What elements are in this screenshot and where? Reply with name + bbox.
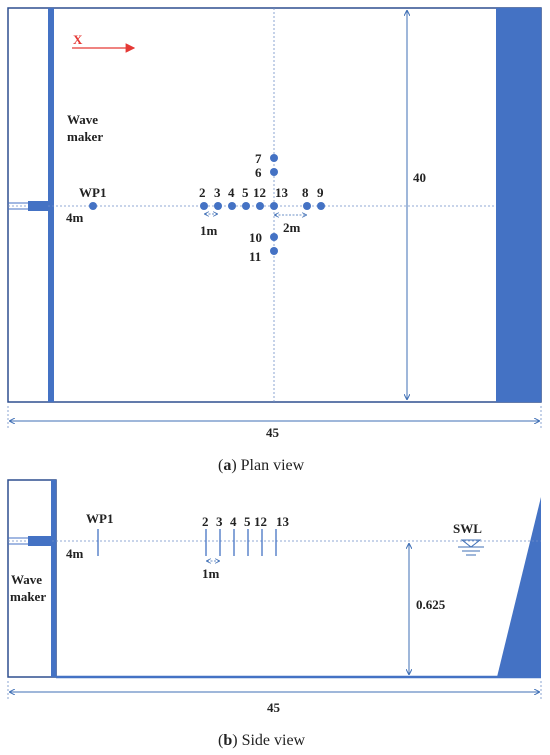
side-view: Wave maker WP1 4m 2 3 4 5 12 13 1m SWL 0… [7,479,542,749]
plan-view: X Wave maker WP1 4m 2 3 4 5 12 13 8 9 7 … [7,7,542,474]
plan-actuator-block [28,201,48,211]
plan-probe-6-label: 6 [255,165,262,180]
plan-wave-maker-wall [48,8,54,402]
plan-probe-10 [270,233,278,241]
plan-spacing-1m-label: 1m [200,223,218,238]
plan-wave-maker-label-2: maker [67,129,103,144]
side-beach-slope [497,497,541,677]
plan-probe-4 [228,202,236,210]
plan-probe-8-label: 8 [302,185,309,200]
side-probe-13-label: 13 [276,514,290,529]
plan-probe-5-label: 5 [242,185,249,200]
side-probe-2-label: 2 [202,514,209,529]
plan-caption: (a) Plan view [218,457,305,474]
plan-probe-12-label: 12 [253,185,266,200]
plan-probe-3-label: 3 [214,185,221,200]
side-wave-maker-wall [51,480,56,677]
side-wave-maker-label-1: Wave [11,572,42,587]
plan-probe-11 [270,247,278,255]
plan-probe-7-label: 7 [255,151,262,166]
plan-probe-12 [256,202,264,210]
side-actuator-block [28,536,51,546]
plan-probe-4-label: 4 [228,185,235,200]
plan-width-label: 40 [413,170,426,185]
side-caption: (b) Side view [218,732,306,749]
plan-probe-7 [270,154,278,162]
side-wp1-label: WP1 [86,511,113,526]
plan-probe-6 [270,168,278,176]
side-spacing-1m-label: 1m [202,566,220,581]
swl-triangle-icon [460,539,482,548]
plan-probe-3 [214,202,222,210]
plan-wp1-label: WP1 [79,185,106,200]
plan-probe-13-label: 13 [275,185,289,200]
plan-probe-5 [242,202,250,210]
plan-probe-2 [200,202,208,210]
plan-length-label: 45 [266,425,280,440]
side-probe-4-label: 4 [230,514,237,529]
plan-probe-11-label: 11 [249,249,261,264]
plan-probe-13 [270,202,278,210]
plan-probe-wp1 [89,202,97,210]
plan-dist-4m-label: 4m [66,210,84,225]
plan-probe-2-label: 2 [199,185,206,200]
side-probe-5-label: 5 [244,514,251,529]
side-probe-3-label: 3 [216,514,223,529]
plan-beach-absorber [496,8,541,402]
plan-probe-9-label: 9 [317,185,324,200]
plan-probe-9 [317,202,325,210]
side-swl-label: SWL [453,521,482,536]
plan-probe-10-label: 10 [249,230,262,245]
plan-axis-x-label: X [73,32,83,47]
plan-probe-8 [303,202,311,210]
side-dist-4m-label: 4m [66,546,84,561]
plan-spacing-2m-label: 2m [283,220,301,235]
side-length-label: 45 [267,700,281,715]
side-probe-12-label: 12 [254,514,267,529]
side-depth-label: 0.625 [416,597,446,612]
side-wave-maker-label-2: maker [10,589,46,604]
plan-wave-maker-label-1: Wave [67,112,98,127]
